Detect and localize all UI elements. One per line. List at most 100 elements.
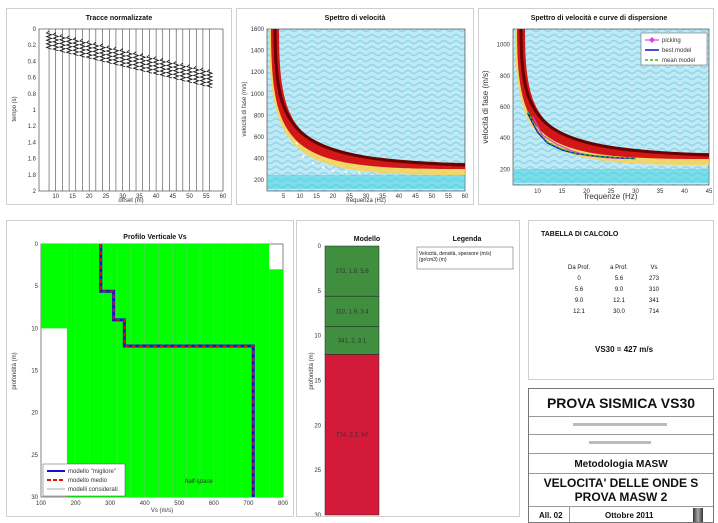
profile-ylabel: profondità (m) — [12, 352, 18, 389]
trace-wiggle — [179, 62, 187, 82]
tabella-row-cell-0: 9.0 — [574, 298, 584, 304]
pick-point — [302, 155, 305, 158]
dispersion-ytick-1: 400 — [500, 136, 511, 142]
traces-xtick-9: 55 — [203, 194, 210, 200]
profile-panel: Profilo Verticale Vs 100 200 300 400 500 600 7… — [6, 220, 294, 517]
spectrum-xtick-9: 50 — [429, 194, 436, 200]
tabella-row-cell-2: 341 — [648, 298, 659, 304]
tabella-row: 5.6 9.0 310 — [559, 285, 669, 296]
dispersion-xtick-6: 40 — [681, 189, 688, 195]
profile-title: Profilo Verticale Vs — [123, 234, 187, 241]
tabella-row-cell-0: 0 — [577, 276, 581, 282]
series-picking — [532, 116, 626, 160]
profile-xtick-2: 300 — [105, 501, 116, 507]
tabella-row-cell-0: 5.6 — [574, 287, 584, 293]
spectrum-ytick-2: 600 — [254, 135, 265, 141]
tabella-row-cell-2: 714 — [648, 309, 659, 315]
traces-xtick-4: 30 — [119, 194, 126, 200]
spectrum-ytick-7: 1600 — [251, 27, 265, 33]
traces-xtick-7: 45 — [169, 194, 176, 200]
spectrum-xtick-0: 5 — [282, 194, 286, 200]
dispersion-xtick-2: 20 — [583, 189, 590, 195]
trace-wiggle — [132, 51, 140, 71]
spectrum-ytick-4: 1000 — [251, 92, 265, 98]
spectrum-xtick-4: 25 — [346, 194, 353, 200]
profile-xtick-7: 800 — [278, 501, 289, 507]
tabella-row-cell-1: 9.0 — [614, 287, 624, 293]
trace-wiggle — [65, 35, 73, 55]
spectrum-panel: Spettro di velocità 5 10 15 20 25 30 35 40 45 50 5… — [236, 8, 474, 205]
trace-wiggle — [78, 38, 87, 58]
trace-wiggle — [125, 49, 134, 69]
traces-chart: Tracce normalizzate 10 15 20 25 30 35 40 45 50 55… — [12, 15, 227, 204]
trace-wiggle — [145, 54, 154, 74]
modello-ytick-2: 10 — [314, 334, 321, 340]
profile-ytick-0: 0 — [35, 242, 39, 248]
modello-chart: Modello 273, 1.9, 5.6 310, 1.9, 3.4 341, 2… — [309, 236, 514, 519]
dispersion-xtick-1: 15 — [559, 189, 566, 195]
legenda-box — [416, 246, 514, 270]
traces-xtick-0: 10 — [52, 194, 59, 200]
models-area-right — [269, 269, 283, 497]
modello-ytick-5: 25 — [314, 468, 321, 474]
profile-ytick-5: 25 — [31, 453, 38, 459]
spectrum-ytick-5: 1200 — [251, 70, 265, 76]
traces-xtick-10: 60 — [220, 194, 227, 200]
tabella-grid: Da Prof. a Prof. Vs 0 5.6 273 5.6 9.0 310 9.0 12.1… — [559, 263, 669, 318]
traces-xtick-8: 50 — [186, 194, 193, 200]
dispersion-xtick-7: 45 — [706, 189, 713, 195]
title-gray-bar-2 — [589, 441, 651, 444]
traces-plot-area — [38, 28, 224, 192]
spectrum-ylabel: velocità di fase (m/s) — [242, 81, 248, 136]
traces-panel: Tracce normalizzate 10 15 20 25 30 35 40 45 50 55… — [6, 8, 232, 205]
legend-mean: modello medio — [68, 478, 108, 484]
dispersion-panel: Spettro di velocità e curve di dispersio… — [478, 8, 714, 205]
title-divider-5 — [529, 506, 713, 507]
trace-wiggle — [172, 61, 180, 80]
layer-0 — [324, 245, 380, 297]
trace-wiggle — [185, 64, 194, 84]
modello-ytick-0: 0 — [318, 244, 322, 250]
title-divider-3 — [529, 453, 713, 454]
tabella-header-cell-2: Vs — [650, 265, 658, 271]
spectrum-ytick-3: 800 — [254, 113, 265, 119]
halfspace-label: half-space — [185, 479, 213, 485]
tabella-title: TABELLA DI CALCOLO — [541, 231, 619, 238]
title-code: All. 02 — [539, 511, 563, 520]
trace-wiggle — [192, 65, 200, 85]
traces-xlabel: offset (m) — [118, 198, 143, 204]
title-date: Ottobre 2011 — [605, 511, 654, 520]
modello-panel: Modello 273, 1.9, 5.6 310, 1.9, 3.4 341, 2… — [296, 220, 520, 519]
trace-wiggle — [58, 33, 67, 53]
tabella-row-cell-0: 12.1 — [573, 309, 585, 315]
series-mean-model — [527, 111, 636, 160]
trace-wiggle — [159, 57, 167, 77]
traces-ytick-10: 2 — [33, 189, 37, 195]
spectrum-ytick-0: 200 — [254, 178, 265, 184]
legend-picking: picking — [662, 38, 681, 44]
pick-point — [358, 171, 361, 174]
tabella-row: 9.0 12.1 341 — [559, 296, 669, 307]
title-col-sep — [569, 506, 570, 522]
traces-ytick-4: 0.8 — [28, 92, 37, 98]
traces-ytick-1: 0.2 — [28, 43, 37, 49]
profile-ytick-6: 30 — [31, 495, 38, 501]
trace-wiggle — [205, 69, 214, 88]
spectrum-xtick-11: 60 — [462, 194, 469, 200]
profile-ytick-4: 20 — [31, 411, 38, 417]
title-block: PROVA SISMICA VS30 Metodologia MASW VELO… — [528, 388, 714, 523]
modello-ytick-4: 20 — [314, 423, 321, 429]
trace-wiggle — [165, 59, 174, 79]
layer-label-2: 341, 2, 3.1 — [338, 339, 367, 345]
trace-wiggle — [85, 40, 93, 60]
dispersion-ytick-2: 600 — [500, 105, 511, 111]
heat-ridge — [273, 28, 466, 167]
models-area-top — [41, 244, 67, 329]
spectrum-xtick-6: 35 — [379, 194, 386, 200]
profile-xtick-0: 100 — [36, 501, 47, 507]
title-gray-bar-1 — [573, 423, 667, 426]
trace-wiggle — [199, 67, 207, 87]
models-area — [66, 244, 270, 497]
tabella-header: Da Prof. a Prof. Vs — [559, 263, 669, 274]
profile-xtick-3: 400 — [140, 501, 151, 507]
